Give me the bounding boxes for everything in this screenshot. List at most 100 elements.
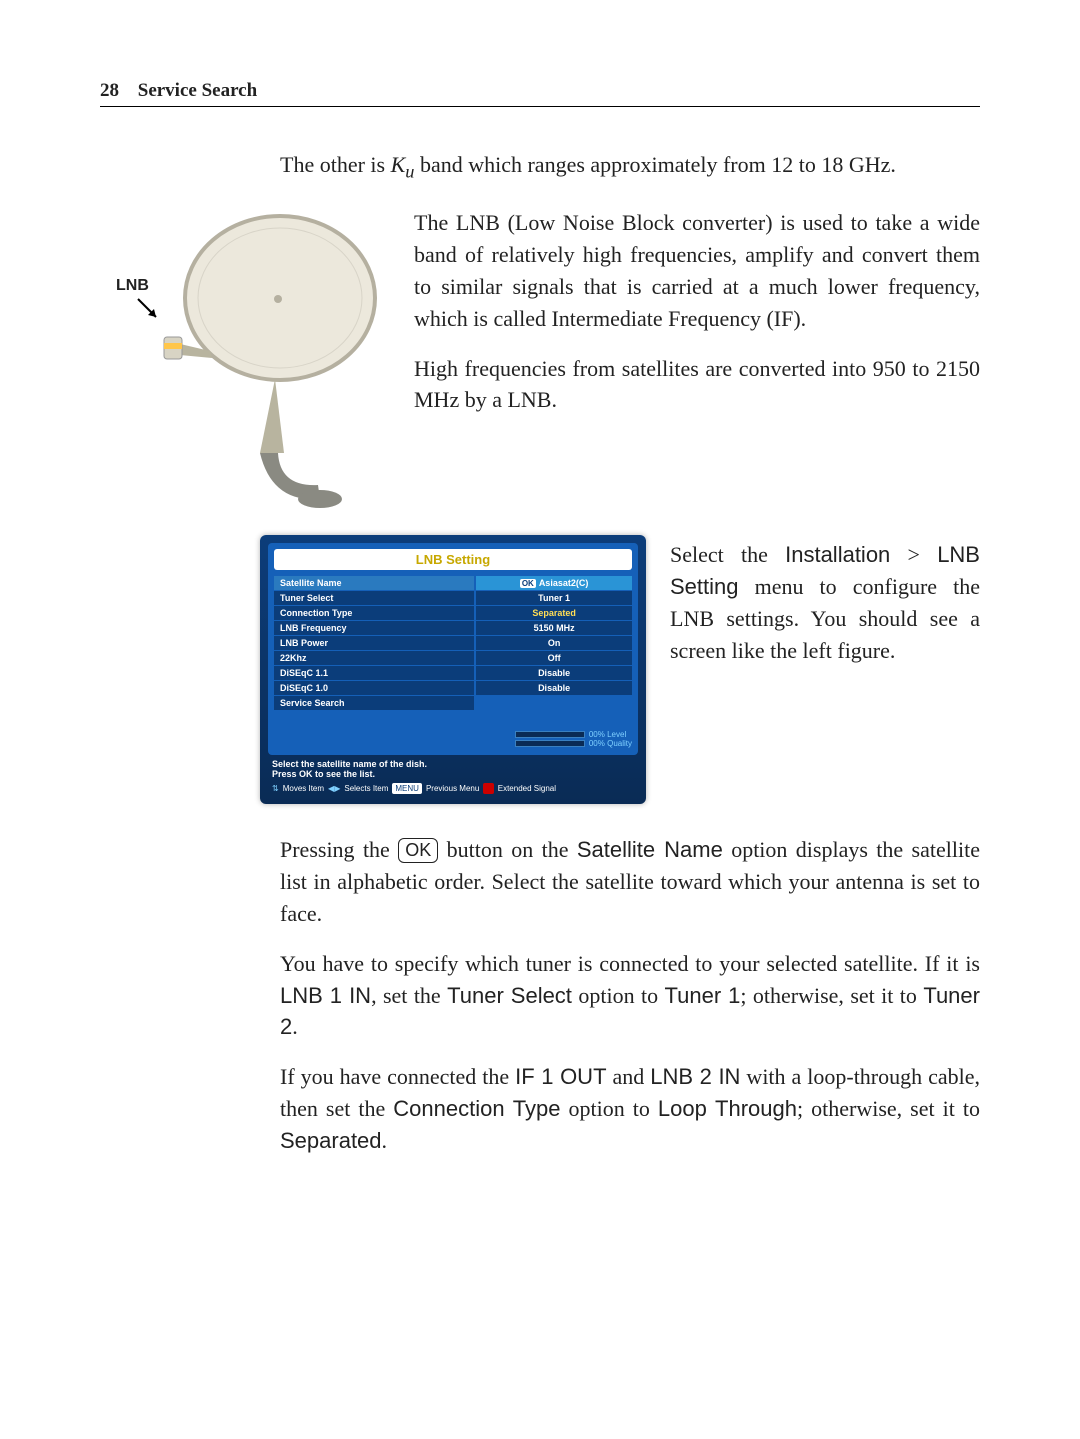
osd-title: LNB Setting bbox=[274, 549, 632, 570]
osd-setting-row: Satellite NameOKAsiasat2(C) bbox=[274, 576, 632, 590]
text: option to bbox=[572, 983, 665, 1008]
lnb-label: LNB bbox=[116, 277, 149, 295]
osd-setting-value bbox=[476, 696, 632, 710]
text: and bbox=[607, 1064, 651, 1089]
text: The other is bbox=[280, 152, 391, 177]
footer-extended: Extended Signal bbox=[498, 784, 556, 793]
footer-prev: Previous Menu bbox=[426, 784, 479, 793]
value-tuner-1: Tuner 1 bbox=[664, 983, 740, 1008]
osd-setting-list: Satellite NameOKAsiasat2(C)Tuner SelectT… bbox=[274, 576, 632, 710]
osd-signal-meters: 00% Level 00% Quality bbox=[274, 727, 632, 751]
osd-setting-row: DiSEqC 1.0Disable bbox=[274, 681, 632, 695]
ok-paragraph: Pressing the OK button on the Satellite … bbox=[280, 834, 980, 930]
updown-icon: ⇅ bbox=[272, 784, 279, 793]
option-tuner-select: Tuner Select bbox=[447, 983, 572, 1008]
osd-row: LNB Setting Satellite NameOKAsiasat2(C)T… bbox=[260, 535, 980, 804]
text: ; otherwise, set it to bbox=[797, 1096, 980, 1121]
help-line-2: Press OK to see the list. bbox=[272, 769, 634, 779]
osd-setting-label: 22Khz bbox=[274, 651, 474, 665]
term-lnb1in: LNB 1 IN bbox=[280, 983, 371, 1008]
quality-bar bbox=[515, 740, 585, 747]
osd-setting-row: 22Khz Off bbox=[274, 651, 632, 665]
text: . bbox=[292, 1014, 298, 1039]
footer-selects: Selects Item bbox=[344, 784, 388, 793]
osd-setting-label: DiSEqC 1.0 bbox=[274, 681, 474, 695]
document-page: 28 Service Search The other is Ku band w… bbox=[0, 0, 1080, 1439]
osd-footer: ⇅ Moves Item ◀▶ Selects Item MENU Previo… bbox=[268, 779, 638, 796]
select-menu-paragraph: Select the Installation > LNB Setting me… bbox=[670, 539, 980, 667]
osd-screenshot: LNB Setting Satellite NameOKAsiasat2(C)T… bbox=[260, 535, 646, 804]
page-header: 28 Service Search bbox=[100, 80, 980, 107]
connection-paragraph: If you have connected the IF 1 OUT and L… bbox=[280, 1061, 980, 1157]
text: ; otherwise, set it to bbox=[740, 983, 923, 1008]
osd-setting-value: Off bbox=[476, 651, 632, 665]
lnb-paragraph-2: High frequencies from satellites are con… bbox=[414, 353, 980, 417]
footer-menu-key: MENU bbox=[392, 783, 422, 794]
term-lnb2in: LNB 2 IN bbox=[650, 1064, 740, 1089]
osd-setting-row: Tuner Select Tuner 1 bbox=[274, 591, 632, 605]
text: Pressing the bbox=[280, 837, 398, 862]
value-text: Asiasat2(C) bbox=[539, 578, 589, 588]
osd-setting-row: DiSEqC 1.1 Disable bbox=[274, 666, 632, 680]
footer-moves: Moves Item bbox=[283, 784, 324, 793]
satellite-dish-icon bbox=[160, 203, 390, 513]
page-number: 28 bbox=[100, 80, 119, 101]
value-text: On bbox=[548, 638, 561, 648]
osd-setting-row: LNB Power On bbox=[274, 636, 632, 650]
dish-text-column: The LNB (Low Noise Block converter) is u… bbox=[414, 203, 980, 513]
satellite-dish-figure: LNB bbox=[100, 203, 390, 513]
text: You have to specify which tuner is conne… bbox=[280, 951, 980, 976]
osd-setting-value: OKAsiasat2(C) bbox=[476, 576, 632, 590]
osd-setting-label: Tuner Select bbox=[274, 591, 474, 605]
ok-tag: OK bbox=[520, 579, 536, 588]
osd-setting-value: Separated bbox=[476, 606, 632, 620]
text: , set the bbox=[371, 983, 447, 1008]
text: Select the bbox=[670, 542, 785, 567]
osd-panel: LNB Setting Satellite NameOKAsiasat2(C)T… bbox=[260, 535, 646, 804]
lnb-arrow-icon bbox=[136, 297, 160, 321]
lnb-paragraph-1: The LNB (Low Noise Block converter) is u… bbox=[414, 207, 980, 335]
leftright-icon: ◀▶ bbox=[328, 784, 340, 793]
value-text: 5150 MHz bbox=[534, 623, 575, 633]
osd-setting-value: 5150 MHz bbox=[476, 621, 632, 635]
tuner-paragraph: You have to specify which tuner is conne… bbox=[280, 948, 980, 1044]
level-bar bbox=[515, 731, 585, 738]
value-text: Separated bbox=[532, 608, 576, 618]
value-separated: Separated bbox=[280, 1128, 382, 1153]
text: . bbox=[382, 1128, 388, 1153]
spacer bbox=[274, 711, 632, 727]
quality-text: 00% Quality bbox=[589, 740, 632, 749]
value-text: Disable bbox=[538, 668, 570, 678]
text: option to bbox=[560, 1096, 657, 1121]
menu-installation: Installation bbox=[785, 542, 890, 567]
help-line-1: Select the satellite name of the dish. bbox=[272, 759, 634, 769]
k-symbol: K bbox=[391, 152, 406, 177]
meter-labels: 00% Level 00% Quality bbox=[589, 731, 632, 749]
content-area: The other is Ku band which ranges approx… bbox=[280, 149, 980, 1157]
meter-bars bbox=[515, 731, 585, 749]
osd-setting-row: Connection Type Separated bbox=[274, 606, 632, 620]
osd-setting-row: LNB Frequency 5150 MHz bbox=[274, 621, 632, 635]
osd-setting-value: Tuner 1 bbox=[476, 591, 632, 605]
intro-paragraph: The other is Ku band which ranges approx… bbox=[280, 149, 980, 185]
osd-setting-value: Disable bbox=[476, 681, 632, 695]
osd-setting-label: Service Search bbox=[274, 696, 474, 710]
osd-setting-value: On bbox=[476, 636, 632, 650]
value-text: Off bbox=[548, 653, 561, 663]
value-text: Tuner 1 bbox=[538, 593, 570, 603]
osd-setting-label: LNB Frequency bbox=[274, 621, 474, 635]
term-if1out: IF 1 OUT bbox=[515, 1064, 606, 1089]
osd-setting-value: Disable bbox=[476, 666, 632, 680]
osd-setting-label: Connection Type bbox=[274, 606, 474, 620]
osd-text-column: Select the Installation > LNB Setting me… bbox=[670, 535, 980, 804]
dish-row: LNB The LNB (Low Nois bbox=[100, 203, 980, 513]
chapter-title: Service Search bbox=[138, 80, 257, 101]
ok-key: OK bbox=[398, 838, 438, 863]
osd-setting-row: Service Search bbox=[274, 696, 632, 710]
option-connection-type: Connection Type bbox=[393, 1096, 560, 1121]
osd-setting-label: LNB Power bbox=[274, 636, 474, 650]
value-loop-through: Loop Through bbox=[658, 1096, 797, 1121]
text: > bbox=[890, 542, 937, 567]
osd-setting-label: DiSEqC 1.1 bbox=[274, 666, 474, 680]
osd-inner: LNB Setting Satellite NameOKAsiasat2(C)T… bbox=[268, 543, 638, 755]
